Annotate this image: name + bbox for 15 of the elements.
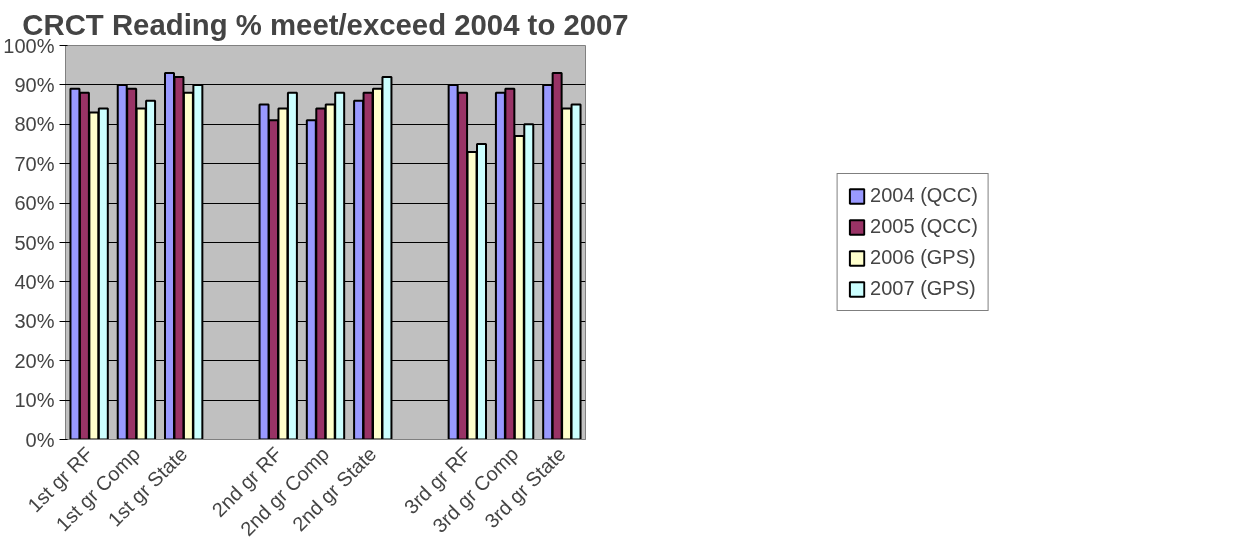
legend-label: 2006 (GPS): [870, 246, 976, 269]
y-tick-label: 90%: [14, 73, 55, 96]
y-tick-label: 80%: [14, 113, 55, 136]
y-tick-label: 70%: [14, 152, 55, 175]
legend-label: 2005 (QCC): [870, 215, 978, 238]
legend-label: 2004 (QCC): [870, 184, 978, 207]
y-tick-label: 30%: [14, 310, 55, 333]
y-tick-label: 50%: [14, 231, 55, 254]
y-tick-label: 100%: [3, 34, 55, 57]
y-tick-label: 20%: [14, 349, 55, 372]
legend-label: 2007 (GPS): [870, 277, 976, 300]
y-tick-label: 40%: [14, 270, 55, 293]
y-tick-label: 0%: [25, 428, 55, 451]
y-tick-label: 10%: [14, 389, 55, 412]
y-tick-label: 60%: [14, 192, 55, 215]
